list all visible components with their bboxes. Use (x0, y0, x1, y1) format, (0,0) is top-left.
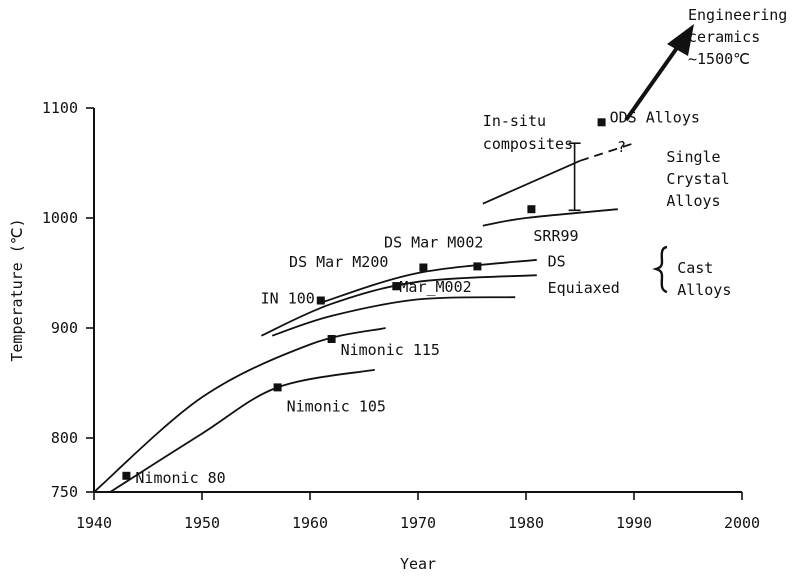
y-tick-label: 800 (51, 429, 78, 447)
x-tick-label: 1970 (400, 514, 436, 532)
y-tick-label: 750 (51, 483, 78, 501)
annotation-single-crystal: Alloys (666, 192, 720, 210)
series-line-3 (261, 274, 537, 337)
series-line-5 (320, 258, 537, 304)
series-line-6 (482, 159, 581, 205)
annotation-cast-alloys: Cast (677, 259, 713, 277)
annotation-ceramics: Engineering (688, 6, 787, 24)
data-point-label: IN 100 (261, 290, 315, 308)
annotations: Temperature (℃) Year ? In-situ composites… (8, 6, 787, 573)
data-point-marker (473, 262, 482, 271)
annotation-in-situ: composites (483, 135, 573, 153)
points: Nimonic 80 Nimonic 105 Nimonic 115 IN 100 DS… (122, 108, 700, 487)
data-point-marker (597, 118, 606, 127)
series-line-1 (93, 327, 386, 493)
x-tick-label: 2000 (724, 514, 760, 532)
data-point-label: DS Mar M002 (384, 234, 483, 252)
ceramics-arrow (624, 24, 694, 122)
x-tick-label: 1990 (616, 514, 652, 532)
annotation-ceramics: ceramics (688, 28, 760, 46)
x-tick-label: 1960 (292, 514, 328, 532)
cast-alloys-brace (652, 245, 668, 294)
y-tick-label: 1100 (42, 99, 78, 117)
annotation-cast-alloys: Alloys (677, 281, 731, 299)
annotation-ds: DS (548, 252, 566, 270)
data-point-label: ODS Alloys (610, 108, 700, 126)
annotation-in-situ: In-situ (483, 112, 546, 130)
series-line-4 (271, 296, 516, 337)
y-tick-label: 1000 (42, 209, 78, 227)
ticks: 1940 1950 1960 1970 1980 1990 2000 750 800 900 100… (42, 99, 760, 532)
y-axis-title: Temperature (℃) (8, 218, 26, 361)
data-point-marker (327, 335, 336, 343)
series-line-2 (109, 368, 375, 493)
data-point-label: Nimonic 105 (287, 397, 386, 415)
data-point-marker (316, 296, 325, 305)
x-axis-title: Year (400, 555, 436, 573)
data-point-marker (122, 471, 131, 480)
data-point-marker (273, 383, 282, 392)
data-point-label: SRR99 (533, 227, 578, 245)
x-tick-label: 1980 (508, 514, 544, 532)
y-tick-label: 900 (51, 319, 78, 337)
annotation-single-crystal: Single (666, 148, 720, 166)
curves (93, 142, 635, 493)
data-point-marker (527, 205, 536, 214)
series-line-7 (482, 208, 618, 227)
x-tick-label: 1950 (184, 514, 220, 532)
x-tick-label: 1940 (76, 514, 112, 532)
projection-dashed-line (579, 142, 635, 162)
data-point-label: Mar_M002 (399, 278, 471, 296)
annotation-ceramics: ~1500℃ (688, 50, 750, 68)
data-point-label: Nimonic 115 (341, 341, 440, 359)
projection-question-mark: ? (617, 138, 626, 156)
annotation-equiaxed: Equiaxed (548, 279, 620, 297)
data-point-marker (392, 282, 401, 291)
data-point-marker (419, 263, 428, 272)
annotation-single-crystal: Crystal (666, 170, 729, 188)
data-point-label: DS Mar M200 (289, 253, 388, 271)
data-point-label: Nimonic 80 (135, 469, 225, 487)
